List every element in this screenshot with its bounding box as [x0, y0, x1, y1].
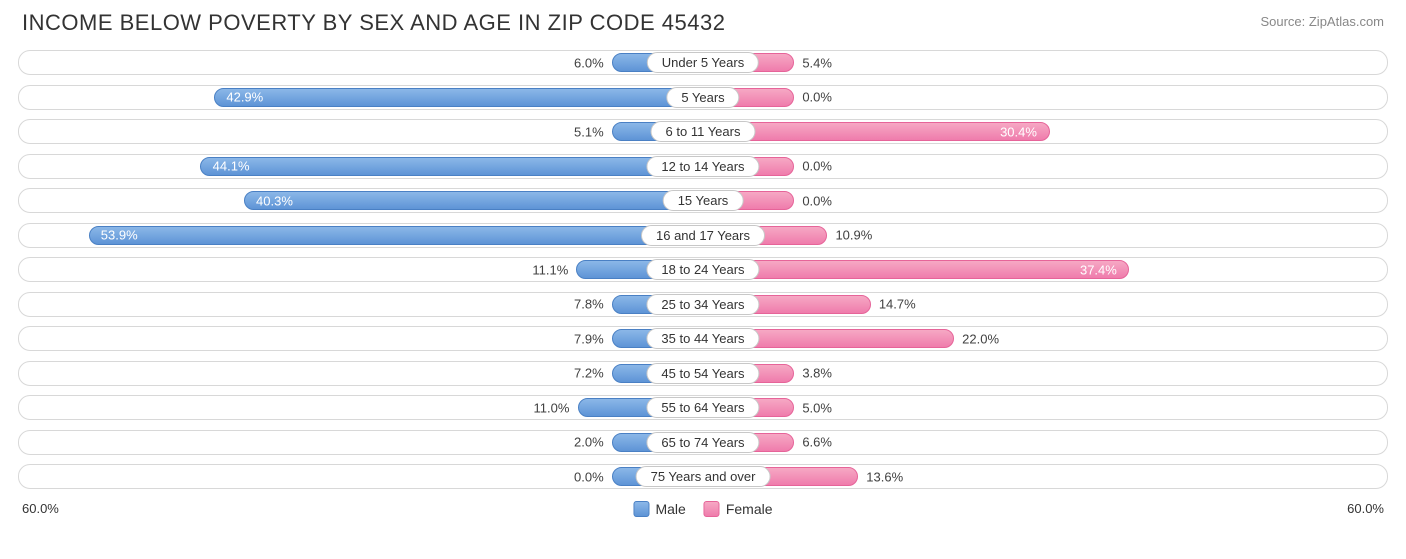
chart-row: 0.0% 13.6% 75 Years and over [18, 464, 1388, 489]
category-label: 35 to 44 Years [646, 328, 759, 349]
value-label-male: 42.9% [226, 90, 263, 105]
category-label: 18 to 24 Years [646, 259, 759, 280]
bar-male [244, 191, 703, 210]
bar-male [214, 88, 703, 107]
chart-source: Source: ZipAtlas.com [1260, 14, 1384, 29]
category-label: 25 to 34 Years [646, 294, 759, 315]
chart-row: 6.0% 5.4% Under 5 Years [18, 50, 1388, 75]
category-label: 55 to 64 Years [646, 397, 759, 418]
chart-row: 5.1% 30.4% 6 to 11 Years [18, 119, 1388, 144]
chart-row: 7.8% 14.7% 25 to 34 Years [18, 292, 1388, 317]
value-label-male: 7.8% [574, 297, 604, 312]
chart-row: 2.0% 6.6% 65 to 74 Years [18, 430, 1388, 455]
chart-row: 11.0% 5.0% 55 to 64 Years [18, 395, 1388, 420]
chart-row: 7.2% 3.8% 45 to 54 Years [18, 361, 1388, 386]
legend-item-female: Female [704, 501, 773, 517]
chart-area: 6.0% 5.4% Under 5 Years 42.9% 0.0% 5 Years 5.1… [0, 50, 1406, 489]
value-label-male: 44.1% [213, 159, 250, 174]
category-label: 6 to 11 Years [651, 121, 756, 142]
value-label-female: 3.8% [802, 366, 832, 381]
value-label-female: 0.0% [802, 90, 832, 105]
value-label-male: 2.0% [574, 435, 604, 450]
value-label-female: 30.4% [1000, 124, 1037, 139]
bar-female [703, 260, 1129, 279]
value-label-male: 0.0% [574, 469, 604, 484]
value-label-female: 0.0% [802, 193, 832, 208]
axis-row: 60.0% Male Female 60.0% [0, 499, 1406, 516]
value-label-male: 6.0% [574, 55, 604, 70]
value-label-female: 0.0% [802, 159, 832, 174]
value-label-female: 13.6% [866, 469, 903, 484]
category-label: 16 and 17 Years [641, 225, 765, 246]
chart-title: INCOME BELOW POVERTY BY SEX AND AGE IN Z… [22, 10, 725, 36]
legend: Male Female [633, 501, 772, 517]
legend-label-female: Female [726, 501, 773, 517]
chart-row: 44.1% 0.0% 12 to 14 Years [18, 154, 1388, 179]
category-label: 65 to 74 Years [646, 432, 759, 453]
chart-row: 11.1% 37.4% 18 to 24 Years [18, 257, 1388, 282]
value-label-male: 11.1% [532, 262, 568, 277]
bar-male [89, 226, 703, 245]
value-label-male: 7.2% [574, 366, 604, 381]
value-label-female: 37.4% [1080, 262, 1117, 277]
legend-label-male: Male [655, 501, 685, 517]
value-label-female: 22.0% [962, 331, 999, 346]
category-label: Under 5 Years [647, 52, 759, 73]
value-label-male: 53.9% [101, 228, 138, 243]
value-label-male: 40.3% [256, 193, 293, 208]
value-label-female: 5.0% [802, 400, 832, 415]
bar-male [200, 157, 703, 176]
legend-swatch-female [704, 501, 720, 517]
value-label-female: 10.9% [835, 228, 872, 243]
value-label-female: 5.4% [802, 55, 832, 70]
legend-item-male: Male [633, 501, 685, 517]
category-label: 45 to 54 Years [646, 363, 759, 384]
chart-header: INCOME BELOW POVERTY BY SEX AND AGE IN Z… [0, 0, 1406, 50]
category-label: 5 Years [666, 87, 739, 108]
chart-row: 40.3% 0.0% 15 Years [18, 188, 1388, 213]
category-label: 12 to 14 Years [646, 156, 759, 177]
category-label: 15 Years [663, 190, 744, 211]
value-label-male: 7.9% [574, 331, 604, 346]
chart-row: 7.9% 22.0% 35 to 44 Years [18, 326, 1388, 351]
value-label-female: 14.7% [879, 297, 916, 312]
axis-label-right: 60.0% [1347, 501, 1384, 516]
value-label-male: 11.0% [534, 400, 570, 415]
legend-swatch-male [633, 501, 649, 517]
value-label-female: 6.6% [802, 435, 832, 450]
axis-label-left: 60.0% [22, 501, 59, 516]
category-label: 75 Years and over [636, 466, 771, 487]
chart-row: 42.9% 0.0% 5 Years [18, 85, 1388, 110]
chart-row: 53.9% 10.9% 16 and 17 Years [18, 223, 1388, 248]
value-label-male: 5.1% [574, 124, 604, 139]
